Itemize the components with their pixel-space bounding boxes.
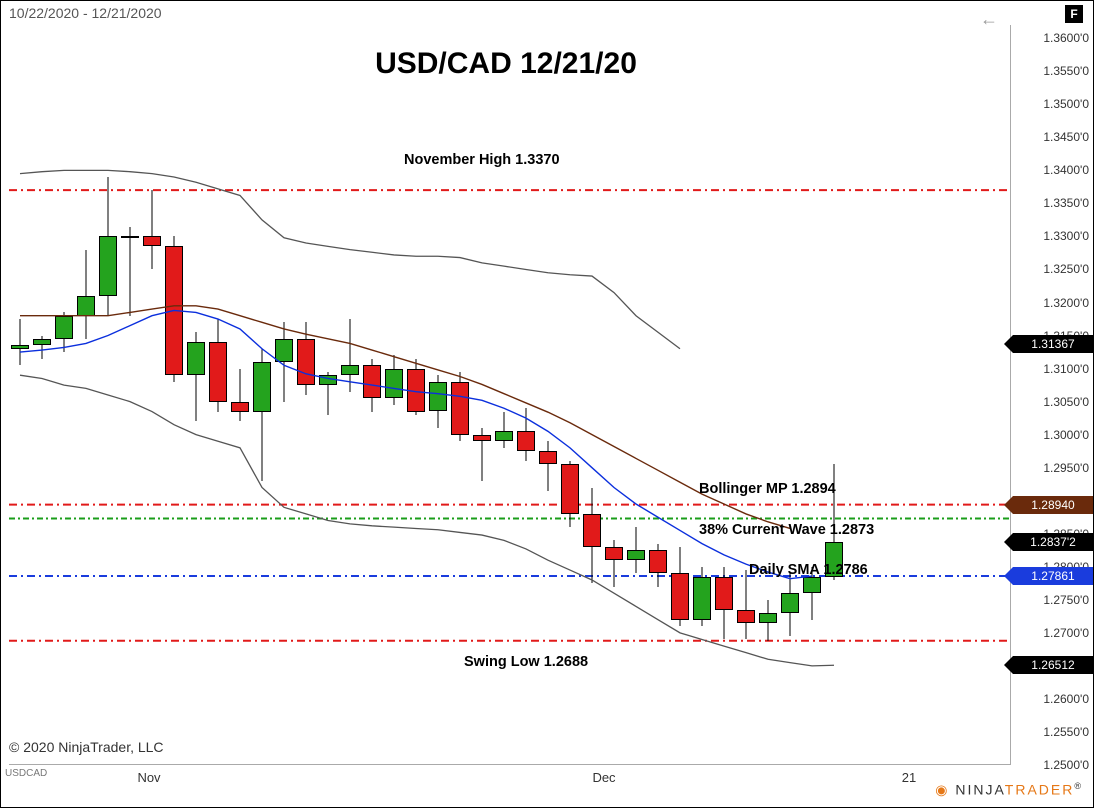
annotation-label: Bollinger MP 1.2894 [699,481,836,497]
x-tick-label: 21 [902,770,916,785]
chart-plot-area[interactable]: November High 1.3370 Bollinger MP 1.2894 3… [9,25,1011,765]
y-tick-label: 1.2500'0 [1043,758,1089,772]
y-tick-label: 1.2600'0 [1043,692,1089,706]
ticker-label: USDCAD [5,768,47,779]
y-tick-label: 1.3350'0 [1043,196,1089,210]
annotation-label: November High 1.3370 [404,152,560,168]
price-axis: 1.2500'01.2550'01.2600'01.2650'01.2700'0… [1011,25,1093,765]
price-marker: 1.2837'2 [1013,533,1093,551]
y-tick-label: 1.2750'0 [1043,593,1089,607]
logo: ◉ NINJATRADER® [935,781,1083,799]
indicator-sma_fast [20,310,812,578]
y-tick-label: 1.3550'0 [1043,64,1089,78]
y-tick-label: 1.3400'0 [1043,163,1089,177]
y-tick-label: 1.2700'0 [1043,626,1089,640]
annotation-label: Daily SMA 1.2786 [749,562,868,578]
indicator-bollinger_lower [20,375,834,666]
price-marker: 1.27861 [1013,567,1093,585]
y-tick-label: 1.3100'0 [1043,362,1089,376]
flag-icon[interactable]: F [1065,5,1083,23]
x-tick-label: Nov [137,770,160,785]
time-axis: Nov Dec 21 [9,763,1011,805]
copyright-label: © 2020 NinjaTrader, LLC [9,739,164,755]
y-tick-label: 1.3000'0 [1043,428,1089,442]
y-tick-label: 1.3250'0 [1043,262,1089,276]
annotation-label: 38% Current Wave 1.2873 [699,522,874,538]
y-tick-label: 1.3050'0 [1043,395,1089,409]
price-marker: 1.26512 [1013,656,1093,674]
y-tick-label: 1.3450'0 [1043,130,1089,144]
x-tick-label: Dec [592,770,615,785]
y-tick-label: 1.3500'0 [1043,97,1089,111]
annotation-label: Swing Low 1.2688 [464,654,588,670]
y-tick-label: 1.2950'0 [1043,461,1089,475]
y-tick-label: 1.2550'0 [1043,725,1089,739]
price-marker: 1.28940 [1013,496,1093,514]
price-marker: 1.31367 [1013,335,1093,353]
indicator-sma_slow [20,306,790,529]
indicator-bollinger_upper [20,170,680,348]
date-range-label: 10/22/2020 - 12/21/2020 [9,5,162,21]
y-tick-label: 1.3200'0 [1043,296,1089,310]
y-tick-label: 1.3600'0 [1043,31,1089,45]
y-tick-label: 1.3300'0 [1043,229,1089,243]
